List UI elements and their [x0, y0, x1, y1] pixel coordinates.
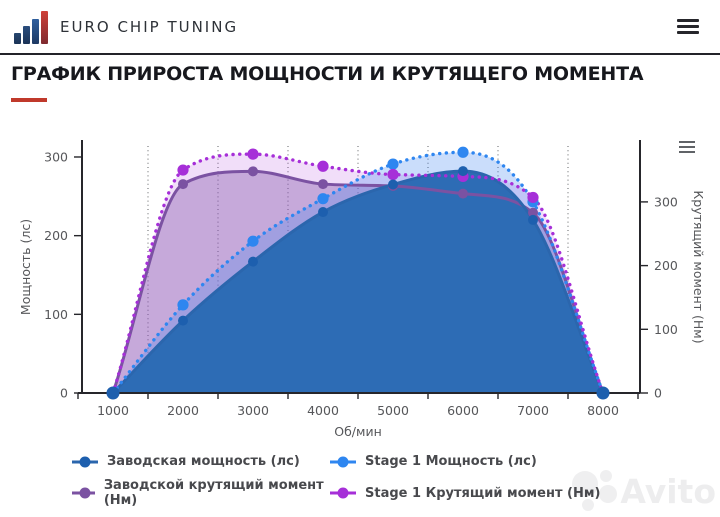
- series-point-2: [178, 179, 188, 190]
- legend-label: Заводская мощность (лс): [107, 454, 300, 469]
- series-point-1: [457, 146, 469, 158]
- series-point-1: [177, 299, 189, 311]
- legend-marker-factory-torque: [72, 487, 95, 499]
- x-tick-label: 1000: [97, 403, 129, 418]
- y-axis-title-left: Мощность (лс): [18, 219, 33, 315]
- legend-item-stage1-torque[interactable]: Stage 1 Крутящий момент (Нм): [330, 478, 600, 508]
- series-point-3: [317, 160, 329, 172]
- legend-item-stage1-power[interactable]: Stage 1 Мощность (лс): [330, 454, 600, 469]
- x-tick-label: 7000: [517, 403, 549, 418]
- y-tick-label-right: 0: [654, 386, 662, 401]
- y-tick-label-right: 200: [654, 258, 678, 273]
- series-point-1: [247, 235, 259, 247]
- series-line-2: [111, 169, 605, 394]
- series-point-0: [596, 386, 610, 400]
- series-point-3: [247, 148, 259, 160]
- title-underline: [11, 98, 47, 102]
- series-point-0: [106, 386, 120, 400]
- legend-item-factory-power[interactable]: Заводская мощность (лс): [72, 454, 330, 469]
- page-title: ГРАФИК ПРИРОСТА МОЩНОСТИ И КРУТЯЩЕГО МОМ…: [11, 63, 644, 85]
- x-tick-label: 4000: [307, 403, 339, 418]
- series-point-3: [387, 168, 399, 181]
- series-area-0: [113, 171, 603, 393]
- legend-marker-stage1-power: [330, 456, 356, 467]
- series-point-0: [318, 207, 328, 218]
- y-tick-label-right: 300: [654, 194, 678, 209]
- legend-marker-factory-power: [72, 456, 98, 467]
- chart-menu-icon[interactable]: [679, 141, 695, 156]
- x-tick-label: 3000: [237, 403, 269, 418]
- x-tick-label: 2000: [167, 403, 199, 418]
- legend-item-factory-torque[interactable]: Заводской крутящий момент (Нм): [72, 478, 330, 508]
- legend-label: Заводской крутящий момент (Нм): [103, 478, 324, 508]
- brand-bars-icon: [14, 10, 48, 44]
- y-tick-label-left: 300: [44, 149, 68, 164]
- series-point-1: [387, 158, 399, 170]
- series-point-2: [458, 188, 468, 199]
- series-point-0: [458, 166, 468, 177]
- x-tick-label: 8000: [587, 403, 619, 418]
- avito-logo-icon: [572, 470, 618, 511]
- chart-legend: Заводская мощность (лс) Stage 1 Мощность…: [72, 454, 600, 508]
- y-axis-title-right: Крутящий момент (Нм): [691, 190, 706, 343]
- x-tick-label: 6000: [447, 403, 479, 418]
- series-line-1: [111, 150, 605, 395]
- legend-marker-stage1-torque: [330, 487, 356, 499]
- watermark: Avito: [568, 467, 716, 515]
- hamburger-menu-icon[interactable]: [677, 19, 699, 38]
- brand-name: EURO CHIP TUNING: [60, 17, 239, 36]
- series-point-3: [177, 164, 189, 176]
- x-axis-title: Об/мин: [334, 424, 382, 439]
- series-point-0: [528, 214, 538, 225]
- watermark-text: Avito: [620, 471, 716, 511]
- series-point-0: [178, 315, 188, 326]
- series-point-0: [248, 256, 258, 267]
- app-header: EURO CHIP TUNING: [0, 0, 720, 55]
- y-tick-label-left: 200: [44, 228, 68, 243]
- series-point-2: [248, 166, 258, 177]
- series-point-2: [528, 207, 538, 218]
- legend-label: Stage 1 Крутящий момент (Нм): [365, 485, 601, 501]
- series-point-0: [388, 179, 398, 190]
- y-tick-label-left: 0: [60, 386, 68, 401]
- series-point-1: [317, 193, 329, 205]
- series-point-2: [318, 179, 328, 190]
- legend-label: Stage 1 Мощность (лс): [365, 454, 537, 469]
- series-point-3: [527, 191, 539, 204]
- y-tick-label-left: 100: [44, 307, 68, 322]
- x-tick-label: 5000: [377, 403, 409, 418]
- y-tick-label-right: 100: [654, 322, 678, 337]
